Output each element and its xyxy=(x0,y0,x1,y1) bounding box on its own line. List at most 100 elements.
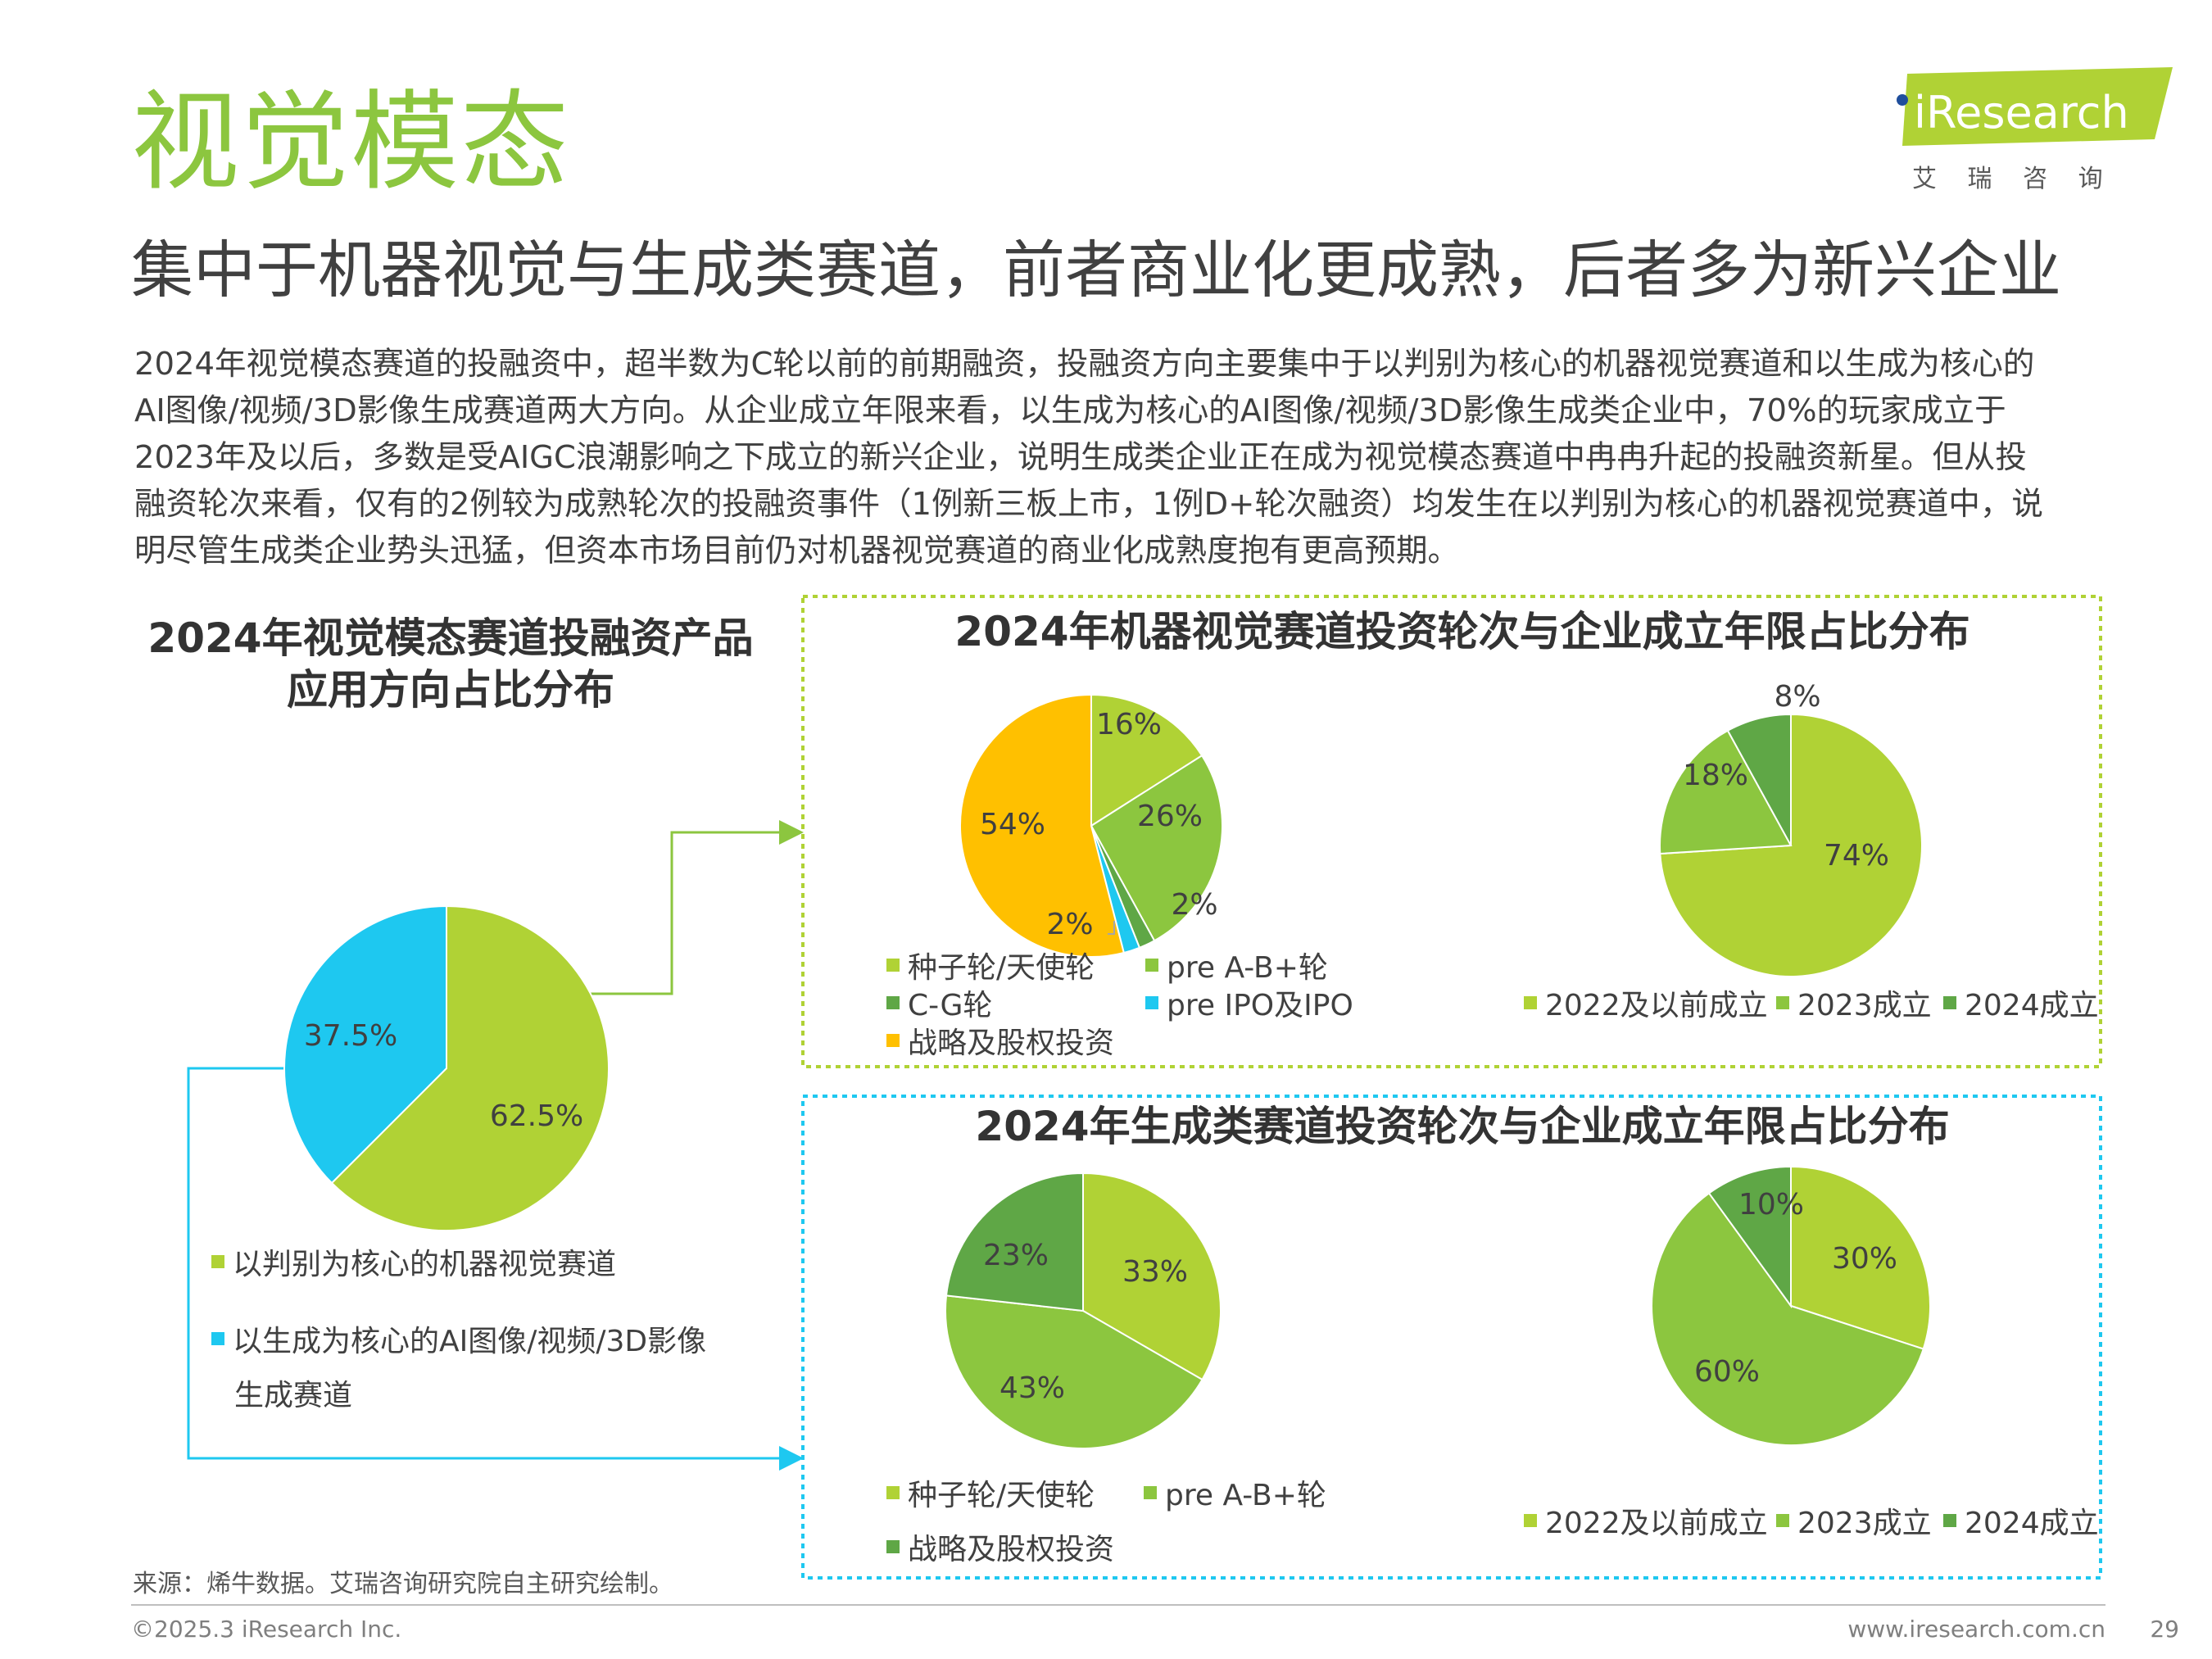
legend-label: pre IPO及IPO xyxy=(1167,989,1353,1022)
page-number: 29 xyxy=(2150,1616,2179,1643)
pie-slice xyxy=(1659,729,1793,855)
legend-item: 2022及以前成立 xyxy=(1524,981,1768,1024)
legend-label: 2022及以前成立 xyxy=(1545,1507,1768,1540)
gen-rounds-pie: 33% 43% 23% xyxy=(945,1172,1222,1449)
page-subtitle: 集中于机器视觉与生成类赛道，前者商业化更成熟，后者多为新兴企业 xyxy=(131,233,2061,306)
pie-data-label: 2% xyxy=(1046,908,1093,941)
iresearch-logo: iResearch 艾 瑞 咨 询 xyxy=(1897,67,2173,193)
pie-slice xyxy=(330,904,610,1231)
legend-swatch xyxy=(1943,1514,1956,1527)
legend-item: 以生成为核心的AI图像/视频/3D影像 xyxy=(211,1317,706,1360)
legend-swatch xyxy=(211,1255,224,1268)
legend-label: 2022及以前成立 xyxy=(1545,989,1768,1022)
pie-data-label: 43% xyxy=(999,1371,1065,1405)
mv-rounds-pie: 16% 26% 2% 2% 54% xyxy=(959,693,1223,958)
legend-swatch xyxy=(1776,996,1789,1009)
pie-slice xyxy=(945,1294,1203,1449)
legend-item: C-G轮 xyxy=(886,981,992,1024)
legend-swatch xyxy=(1776,1514,1789,1527)
connector-arrow-machine-vision xyxy=(586,820,804,995)
body-paragraph: 2024年视觉模态赛道的投融资中，超半数为C轮以前的前期融资，投融资方向主要集中… xyxy=(134,341,2109,574)
legend-label-continued: 生成赛道 xyxy=(234,1379,353,1412)
pie-data-label: 33% xyxy=(1122,1255,1188,1289)
copyright: ©2025.3 iResearch Inc. xyxy=(131,1616,402,1643)
logo-cn-text: 艾 瑞 咨 询 xyxy=(1912,165,2115,193)
legend-label: 2023成立 xyxy=(1797,1507,1932,1540)
pie-data-label: 60% xyxy=(1694,1355,1760,1389)
legend-item: pre A-B+轮 xyxy=(1145,944,1328,986)
legend-item: 2023成立 xyxy=(1776,981,1932,1024)
logo-dot xyxy=(1897,94,1908,106)
pie-data-label: 37.5% xyxy=(304,1019,397,1053)
legend-label: 以生成为核心的AI图像/视频/3D影像 xyxy=(233,1325,707,1358)
mv-years-pie: 74% 18% 8% xyxy=(1659,680,1924,977)
pie-data-label: 62.5% xyxy=(490,1099,583,1133)
app-direction-pie: 62.5% 37.5% xyxy=(283,904,610,1231)
logo-banner xyxy=(1902,67,2173,146)
legend-label: 种子轮/天使轮 xyxy=(908,951,1095,985)
legend-label: C-G轮 xyxy=(908,989,993,1022)
legend-swatch xyxy=(886,1486,900,1499)
legend-label: 以判别为核心的机器视觉赛道 xyxy=(233,1248,617,1281)
pie-slice xyxy=(1082,1172,1222,1381)
source-note: 来源：烯牛数据。艾瑞咨询研究院自主研究绘制。 xyxy=(133,1570,673,1598)
legend-label: 2023成立 xyxy=(1797,989,1932,1022)
pie-data-label: 54% xyxy=(980,808,1045,841)
legend-swatch xyxy=(886,1540,900,1553)
legend-swatch xyxy=(1943,996,1956,1009)
body-line: 2023年及以后，多数是受AIGC浪潮影响之下成立的新兴企业，说明生成类企业正在… xyxy=(134,439,2027,476)
pie-charts: 62.5% 37.5% 16% 26% 2% 2% 54% 74% 18% 8% 33% 43% 23%… xyxy=(283,680,1931,1449)
connector-arrow-generative xyxy=(187,1067,804,1471)
pie-slice xyxy=(283,904,447,1185)
pie-data-label: 74% xyxy=(1824,839,1889,873)
legend-item: 2023成立 xyxy=(1776,1499,1932,1542)
legend-item: 2024成立 xyxy=(1943,1499,2099,1542)
legend-label: 2024成立 xyxy=(1965,1507,2099,1540)
legend-item: pre A-B+轮 xyxy=(1144,1471,1326,1514)
website-link[interactable]: www.iresearch.com.cn xyxy=(1847,1616,2105,1643)
legend-label: 种子轮/天使轮 xyxy=(908,1479,1095,1512)
legend-item: 2024成立 xyxy=(1943,981,2099,1024)
legend-item: 以判别为核心的机器视觉赛道 xyxy=(211,1240,616,1283)
legend-swatch xyxy=(1524,996,1537,1009)
legend-item: 战略及股权投资 xyxy=(886,1019,1114,1062)
legend-label: pre A-B+轮 xyxy=(1165,1479,1326,1512)
body-line: 2024年视觉模态赛道的投融资中，超半数为C轮以前的前期融资，投融资方向主要集中… xyxy=(134,346,2035,383)
pie-slice xyxy=(1090,754,1223,942)
legend-item: 种子轮/天使轮 xyxy=(886,944,1095,986)
legend-item: 2022及以前成立 xyxy=(1524,1499,1768,1542)
gen-years-pie: 30% 60% 10% xyxy=(1651,1165,1931,1446)
pie-slice xyxy=(945,1172,1084,1312)
machine-vision-group-title: 2024年机器视觉赛道投资轮次与企业成立年限占比分布 xyxy=(954,608,1970,655)
pie-data-label: 30% xyxy=(1832,1242,1897,1276)
pie-data-label: 2% xyxy=(1171,888,1217,922)
pie-slice xyxy=(1651,1192,1924,1446)
legend-swatch xyxy=(1144,1486,1157,1499)
legend-swatch xyxy=(1145,996,1158,1009)
legend-swatch xyxy=(211,1332,224,1345)
legend-swatch xyxy=(886,1034,900,1047)
legend-swatch xyxy=(886,996,900,1009)
legend-item: 种子轮/天使轮 xyxy=(886,1471,1095,1514)
pie-slice xyxy=(959,693,1126,958)
logo-text: iResearch xyxy=(1914,87,2129,138)
legend-label: 战略及股权投资 xyxy=(908,1027,1115,1060)
footer-divider xyxy=(131,1604,2105,1606)
legend-item: pre IPO及IPO xyxy=(1145,981,1353,1024)
pie-data-label: 8% xyxy=(1774,680,1820,714)
generative-box xyxy=(801,1095,2102,1580)
pie-slice xyxy=(1707,1165,1792,1309)
legend-swatch xyxy=(1524,1514,1537,1527)
body-line: AI图像/视频/3D影像生成赛道两大方向。从企业成立年限来看，以生成为核心的AI… xyxy=(134,392,2006,429)
legend-label: pre A-B+轮 xyxy=(1167,951,1328,985)
app-direction-chart-title: 2024年视觉模态赛道投融资产品应用方向占比分布 xyxy=(147,614,754,714)
legend-label: 2024成立 xyxy=(1965,989,2099,1022)
label-leader-line xyxy=(1108,921,1115,935)
pie-data-label: 16% xyxy=(1096,708,1162,741)
body-line: 融资轮次来看，仅有的2例较为成熟轮次的投融资事件（1例新三板上市，1例D+轮次融… xyxy=(134,486,2043,523)
pie-slice xyxy=(1090,693,1203,827)
legend-item: 战略及股权投资 xyxy=(886,1525,1114,1568)
pie-data-label: 18% xyxy=(1683,759,1748,792)
generative-group-title: 2024年生成类赛道投资轮次与企业成立年限占比分布 xyxy=(975,1103,1950,1150)
